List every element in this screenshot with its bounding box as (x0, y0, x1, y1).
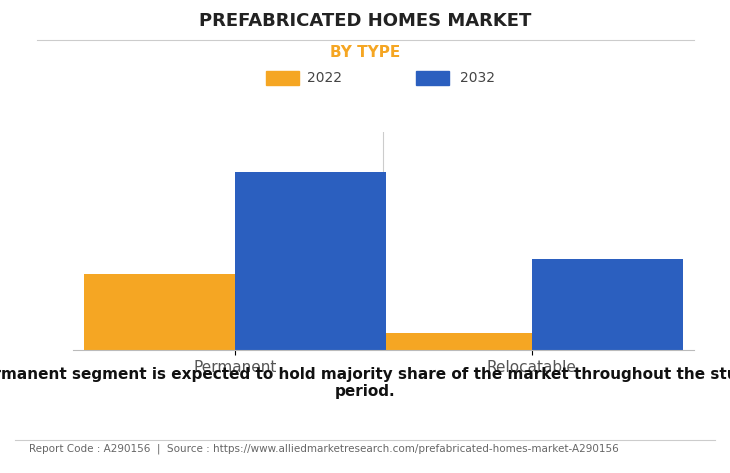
Text: Report Code : A290156  |  Source : https://www.alliedmarketresearch.com/prefabri: Report Code : A290156 | Source : https:/… (29, 444, 619, 454)
Bar (531, 259, 683, 350)
Bar (84, 274, 235, 350)
Text: Permanent segment is expected to hold majority share of the market throughout th: Permanent segment is expected to hold ma… (0, 367, 730, 399)
Text: PREFABRICATED HOMES MARKET: PREFABRICATED HOMES MARKET (199, 12, 531, 30)
Bar (235, 172, 386, 350)
Text: BY TYPE: BY TYPE (330, 45, 400, 60)
Text: 2022: 2022 (307, 71, 342, 85)
Text: 2032: 2032 (460, 71, 495, 85)
Bar (380, 333, 531, 350)
